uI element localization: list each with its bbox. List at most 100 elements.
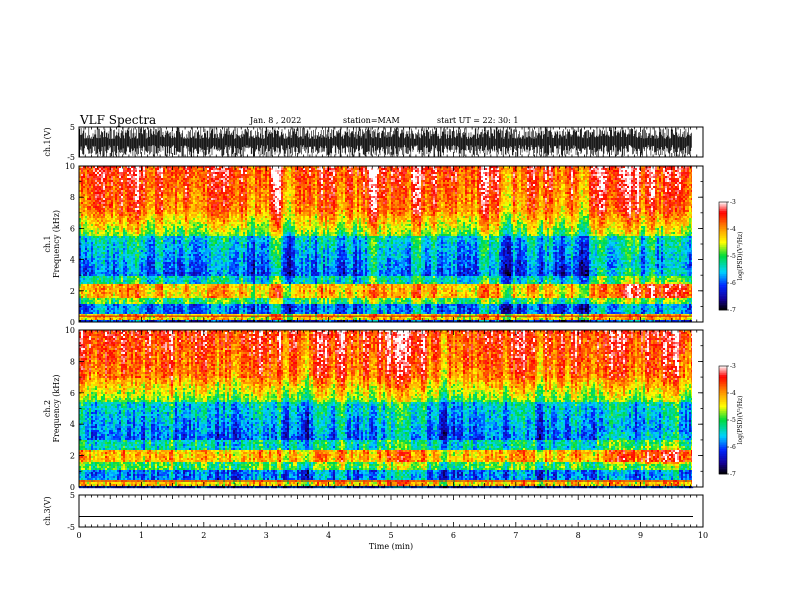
spectrogram-ch1-cell — [343, 190, 345, 192]
spectrogram-ch1-cell — [205, 174, 207, 176]
spectrogram-ch1-cell — [161, 176, 163, 178]
spectrogram-ch1-cell — [173, 178, 175, 180]
spectrogram-ch1-cell — [171, 170, 173, 172]
spectrogram-ch1-cell — [277, 170, 279, 172]
spectrogram-ch1-cell — [409, 172, 411, 174]
spectrogram-ch1-cell — [587, 168, 589, 170]
spectrogram-ch1-cell — [667, 184, 669, 186]
spectrogram-ch1-cell — [283, 178, 285, 180]
spectrogram-ch1-cell — [133, 188, 135, 190]
spectrogram-ch1-cell — [125, 182, 127, 184]
spectrogram-ch1-cell — [127, 188, 129, 190]
spectrogram-ch1-cell — [243, 182, 245, 184]
spectrogram-ch1-cell — [567, 174, 569, 176]
spectrogram-ch1-cell — [169, 172, 171, 174]
spectrogram-ch1-cell — [679, 190, 681, 192]
spectrogram-ch1-cell — [355, 186, 357, 188]
spectrogram-ch1-cell — [185, 170, 187, 172]
spectrogram-ch1-cell — [257, 176, 259, 178]
spectrogram-ch1-cell — [407, 182, 409, 184]
spectrogram-ch1-cell — [349, 190, 351, 192]
spectrogram-ch1-cell — [665, 170, 667, 172]
spectrogram-ch1-cell — [651, 182, 653, 184]
spectrogram-ch1-cell — [203, 190, 205, 192]
spectrogram-ch1-cell — [455, 176, 457, 178]
spectrogram-ch1-cell — [257, 188, 259, 190]
spectrogram-ch1-cell — [503, 184, 505, 186]
spectrogram-ch1-cell — [171, 180, 173, 182]
spectrogram-ch1-cell — [545, 174, 547, 176]
spectrogram-ch1-cell — [217, 180, 219, 182]
spectrogram-ch1-cell — [257, 178, 259, 180]
spectrogram-ch1-cell — [575, 182, 577, 184]
spectrogram-ch1-cell — [123, 176, 125, 178]
spectrogram-ch1-cell — [407, 170, 409, 172]
spectrogram-ch1-cell — [623, 184, 625, 186]
spectrogram-ch1-cell — [503, 188, 505, 190]
spectrogram-ch1-cell — [233, 184, 235, 186]
spectrogram-ch1-cell — [661, 176, 663, 178]
spectrogram-ch1-cell — [285, 182, 287, 184]
spectrogram-ch1-cell — [677, 184, 679, 186]
spectrogram-ch1-cell — [335, 180, 337, 182]
spectrogram-ch1-cell — [409, 182, 411, 184]
spectrogram-ch1-cell — [173, 170, 175, 172]
spectrogram-ch1-cell — [305, 190, 307, 192]
spectrogram-ch1-cell — [547, 184, 549, 186]
spectrogram-ch1-cell — [167, 170, 169, 172]
spectrogram-ch1-cell — [409, 180, 411, 182]
spectrogram-ch1-cell — [663, 176, 665, 178]
spectrogram-ch1-cell — [587, 184, 589, 186]
spectrogram-ch1-cell — [413, 184, 415, 186]
spectrogram-ch1-cell — [393, 174, 395, 176]
spectrogram-ch1-cell — [463, 168, 465, 170]
spectrogram-ch1-cell — [585, 172, 587, 174]
spectrogram-ch1-cell — [347, 174, 349, 176]
spectrogram-ch1-cell — [531, 180, 533, 182]
spectrogram-ch1-cell — [121, 178, 123, 180]
spectrogram-ch1-cell — [211, 174, 213, 176]
spectrogram-ch1-cell — [163, 174, 165, 176]
spectrogram-ch1-cell — [253, 174, 255, 176]
spectrogram-ch1-cell — [547, 172, 549, 174]
spectrogram-ch1-cell — [139, 180, 141, 182]
spectrogram-ch1-cell — [191, 180, 193, 182]
spectrogram-ch1-cell — [511, 182, 513, 184]
spectrogram-ch1-cell — [605, 178, 607, 180]
spectrogram-ch1-cell — [479, 182, 481, 184]
spectrogram-ch1-cell — [337, 168, 339, 170]
spectrogram-ch1-cell — [659, 172, 661, 174]
spectrogram-ch1-cell — [541, 176, 543, 178]
spectrogram-ch1-cell — [213, 178, 215, 180]
spectrogram-ch1-cell — [433, 188, 435, 190]
spectrogram-ch1-cell — [407, 168, 409, 170]
spectrogram-ch1-cell — [301, 186, 303, 188]
spectrogram-ch1-cell — [659, 176, 661, 178]
spectrogram-ch1-cell — [321, 176, 323, 178]
spectrogram-ch1-cell — [235, 176, 237, 178]
spectrogram-ch1-cell — [685, 178, 687, 180]
spectrogram-ch1-cell — [385, 190, 387, 192]
spectrogram-ch1-cell — [505, 170, 507, 172]
spectrogram-ch1-cell — [683, 182, 685, 184]
spectrogram-ch1-cell — [369, 178, 371, 180]
spectrogram-ch1-cell — [407, 174, 409, 176]
spectrogram-ch1-cell — [411, 186, 413, 188]
spectrogram-ch1-cell — [109, 174, 111, 176]
spectrogram-ch1-cell — [675, 168, 677, 170]
spectrogram-ch1-cell — [235, 180, 237, 182]
spectrogram-ch1-cell — [273, 182, 275, 184]
spectrogram-ch1-cell — [219, 168, 221, 170]
spectrogram-ch1-cell — [297, 184, 299, 186]
spectrogram-ch1-cell — [407, 188, 409, 190]
spectrogram-ch1-cell — [625, 188, 627, 190]
spectrogram-ch1-cell — [263, 178, 265, 180]
spectrogram-ch1-cell — [317, 180, 319, 182]
spectrogram-ch1-cell — [263, 170, 265, 172]
spectrogram-ch1-cell — [153, 176, 155, 178]
spectrogram-ch1-cell — [631, 178, 633, 180]
spectrogram-ch1-cell — [87, 190, 89, 192]
spectrogram-ch1-cell — [123, 186, 125, 188]
spectrogram-ch1-cell — [435, 174, 437, 176]
spectrogram-ch1-cell — [241, 178, 243, 180]
